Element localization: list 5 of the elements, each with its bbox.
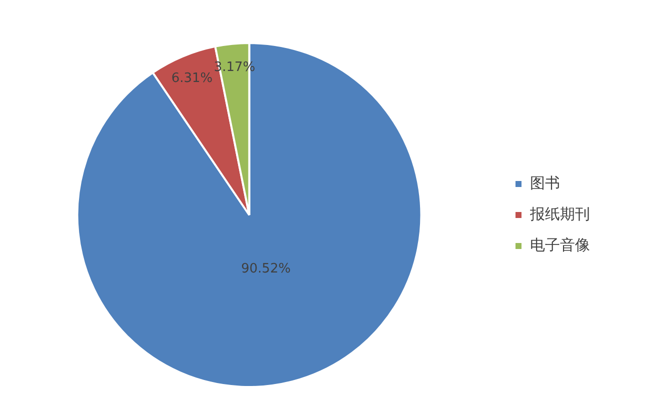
data-label: 6.31% xyxy=(171,70,213,86)
legend-label: 图书 xyxy=(530,174,560,192)
data-label: 90.52% xyxy=(241,262,291,277)
legend-label: 电子音像 xyxy=(530,236,590,254)
legend-label: 报纸期刊 xyxy=(529,204,590,223)
